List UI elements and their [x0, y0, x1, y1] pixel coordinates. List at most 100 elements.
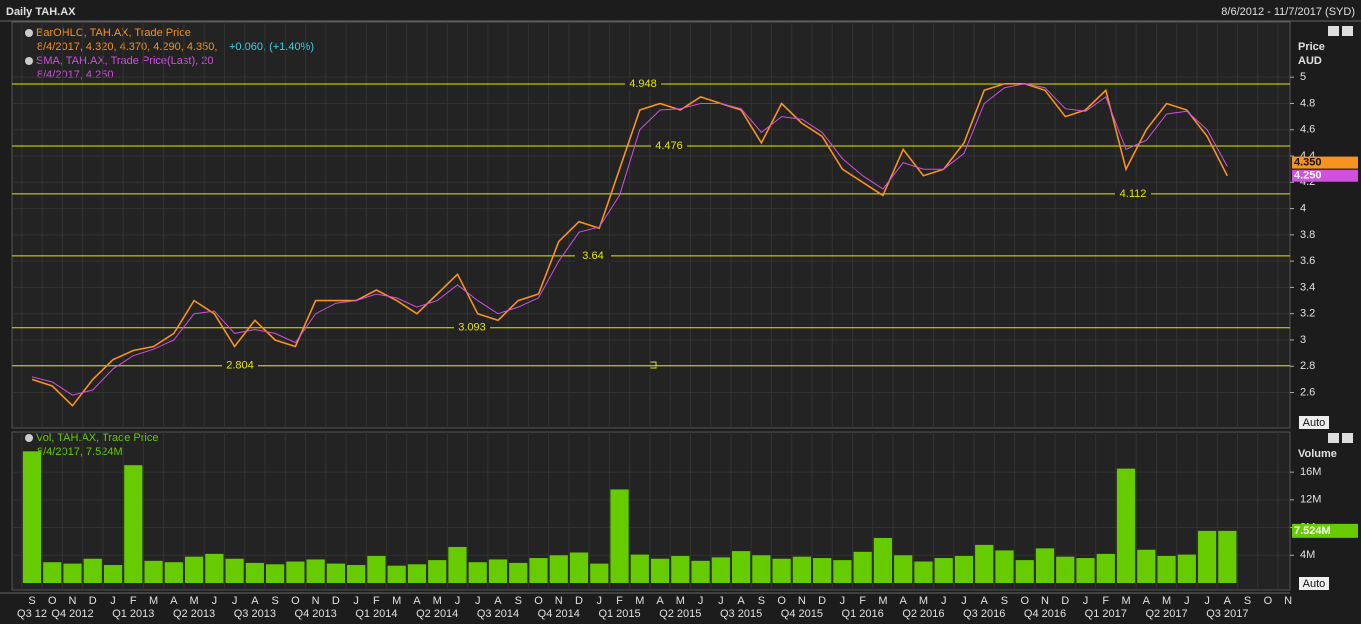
x-tick-label: J	[1083, 595, 1089, 607]
date-range: 8/6/2012 - 11/7/2017 (SYD)	[1221, 6, 1355, 18]
volume-bar	[529, 558, 548, 583]
y-axis-title: Volume	[1298, 448, 1337, 460]
volume-bar	[975, 544, 994, 583]
auto-label[interactable]: Auto	[1303, 417, 1326, 429]
quarter-label: Q1 2014	[355, 608, 397, 620]
y-tick-label: 3.4	[1300, 281, 1315, 293]
volume-bar	[1056, 556, 1075, 583]
x-tick-label: O	[1264, 595, 1273, 607]
quarter-label: Q4 2013	[295, 608, 337, 620]
volume-bar	[225, 558, 244, 583]
x-tick-label: S	[1001, 595, 1008, 607]
x-tick-label: O	[1020, 595, 1029, 607]
y-tick-label: 4	[1300, 202, 1306, 214]
legend-name: SMA, TAH.AX, Trade Price(Last), 20	[36, 55, 214, 67]
x-tick-label: J	[353, 595, 359, 607]
x-tick-label: A	[1224, 595, 1232, 607]
level-label: 3.093	[458, 322, 486, 334]
volume-bar	[286, 561, 305, 583]
y-axis-title: Price	[1298, 41, 1325, 53]
volume-bar	[610, 489, 629, 583]
x-tick-label: D	[89, 595, 97, 607]
last-tag-label: 4.350	[1294, 156, 1322, 168]
volume-bar	[103, 564, 123, 583]
volume-bar	[731, 551, 751, 583]
x-tick-label: J	[212, 595, 218, 607]
x-tick-label: A	[251, 595, 259, 607]
volume-bar	[873, 537, 893, 583]
level-label: 4.476	[655, 140, 683, 152]
x-tick-label: N	[1041, 595, 1049, 607]
volume-bar	[792, 556, 811, 583]
volume-bar	[124, 465, 143, 583]
quarter-label: Q1 2013	[112, 608, 154, 620]
volume-bar	[205, 553, 224, 583]
x-tick-label: F	[373, 595, 380, 607]
volume-bar	[752, 555, 771, 583]
x-tick-label: S	[1244, 595, 1251, 607]
volume-bar	[1015, 560, 1034, 583]
volume-bar	[691, 560, 710, 583]
x-tick-label: M	[433, 595, 442, 607]
panel-button[interactable]	[1328, 26, 1339, 36]
panel-button[interactable]	[1328, 433, 1339, 443]
x-tick-label: F	[859, 595, 866, 607]
y-tick-label: 4M	[1300, 549, 1315, 561]
x-tick-label: A	[737, 595, 745, 607]
quarter-label: Q2 2015	[659, 608, 701, 620]
volume-bar	[1157, 555, 1176, 583]
x-tick-label: N	[798, 595, 806, 607]
x-tick-label: J	[597, 595, 603, 607]
y-tick-label: 2.8	[1300, 360, 1315, 372]
x-tick-label: F	[616, 595, 623, 607]
x-tick-label: M	[878, 595, 887, 607]
auto-button[interactable]	[1299, 577, 1329, 590]
x-tick-label: J	[1204, 595, 1210, 607]
legend-detail: 8/4/2017, 4.250	[37, 69, 113, 81]
x-tick-label: S	[271, 595, 278, 607]
x-tick-label: N	[1284, 595, 1292, 607]
volume-bar	[894, 555, 913, 583]
x-tick-label: A	[1143, 595, 1151, 607]
x-tick-label: M	[189, 595, 198, 607]
quarter-label: Q2 2017	[1145, 608, 1187, 620]
x-tick-label: M	[919, 595, 928, 607]
x-tick-label: J	[110, 595, 116, 607]
volume-bar	[326, 563, 346, 583]
y-tick-label: 3	[1300, 334, 1306, 346]
auto-label[interactable]: Auto	[1303, 578, 1326, 590]
volume-bar	[772, 558, 791, 583]
y-tick-label: 3.2	[1300, 308, 1315, 320]
x-tick-label: D	[818, 595, 826, 607]
quarter-label: Q2 2016	[902, 608, 944, 620]
close-button[interactable]	[1342, 433, 1353, 443]
volume-bar	[914, 561, 933, 583]
quarter-label: Q4 2015	[781, 608, 823, 620]
volume-bar	[650, 558, 670, 583]
quarter-label: Q3 12	[17, 608, 47, 620]
volume-bar	[954, 555, 974, 583]
volume-bar	[144, 560, 163, 583]
quarter-label: Q1 2015	[598, 608, 640, 620]
volume-bar	[813, 558, 832, 583]
level-label-bg	[575, 249, 611, 262]
volume-bar	[671, 555, 690, 583]
auto-button[interactable]	[1299, 416, 1329, 429]
volume-bar	[428, 560, 447, 583]
volume-bar	[569, 552, 589, 583]
level-label: 4.948	[629, 78, 657, 90]
level-label: 4.112	[1120, 188, 1147, 200]
volume-bar	[833, 560, 852, 583]
legend-icon	[25, 29, 33, 37]
volume-bar	[509, 562, 528, 583]
volume-bar	[22, 451, 42, 583]
x-tick-label: A	[413, 595, 421, 607]
legend-name: Vol, TAH.AX, Trade Price	[36, 432, 158, 444]
legend-change: +0.060, (+1.40%)	[229, 41, 314, 53]
level-label-bg	[222, 359, 258, 372]
volume-bar	[934, 558, 953, 583]
volume-bar	[387, 565, 406, 583]
close-button[interactable]	[1342, 26, 1353, 36]
x-tick-label: J	[840, 595, 846, 607]
volume-bar	[306, 559, 325, 583]
